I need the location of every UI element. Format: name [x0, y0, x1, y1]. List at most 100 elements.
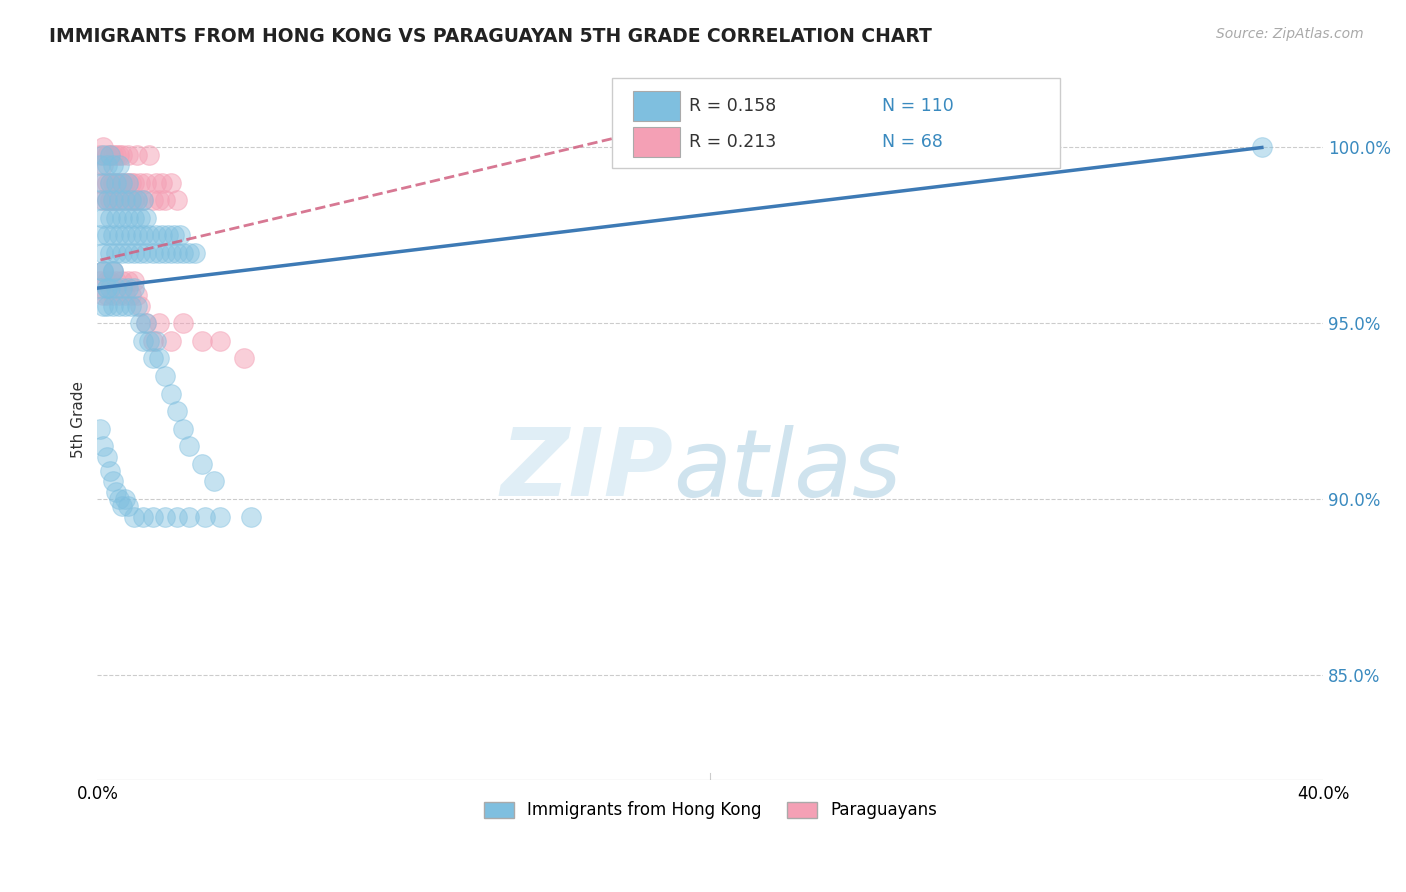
Point — [127, 288, 149, 302]
Point — [117, 147, 139, 161]
Point — [101, 158, 124, 172]
Point — [111, 147, 134, 161]
Point — [107, 193, 129, 207]
Text: Source: ZipAtlas.com: Source: ZipAtlas.com — [1216, 27, 1364, 41]
Point — [114, 176, 136, 190]
Y-axis label: 5th Grade: 5th Grade — [72, 382, 86, 458]
Point — [129, 211, 152, 225]
Point — [96, 147, 118, 161]
Point — [117, 499, 139, 513]
Point — [101, 263, 124, 277]
Point — [93, 211, 115, 225]
Point — [89, 228, 111, 243]
Point — [122, 211, 145, 225]
Point — [129, 316, 152, 330]
Point — [127, 228, 149, 243]
Point — [166, 509, 188, 524]
Point — [107, 158, 129, 172]
Point — [98, 274, 121, 288]
Point — [89, 422, 111, 436]
Point — [93, 147, 115, 161]
Point — [160, 386, 183, 401]
Point — [89, 147, 111, 161]
Point — [135, 246, 157, 260]
Point — [104, 274, 127, 288]
Point — [127, 299, 149, 313]
Point — [148, 193, 170, 207]
Point — [98, 246, 121, 260]
Text: IMMIGRANTS FROM HONG KONG VS PARAGUAYAN 5TH GRADE CORRELATION CHART: IMMIGRANTS FROM HONG KONG VS PARAGUAYAN … — [49, 27, 932, 45]
Point — [98, 147, 121, 161]
Point — [120, 228, 142, 243]
Point — [148, 246, 170, 260]
Point — [117, 274, 139, 288]
Point — [93, 176, 115, 190]
Point — [101, 176, 124, 190]
Point — [141, 509, 163, 524]
Point — [111, 246, 134, 260]
Point — [101, 228, 124, 243]
Point — [98, 464, 121, 478]
Point — [145, 334, 167, 348]
Point — [93, 439, 115, 453]
Point — [104, 281, 127, 295]
Point — [96, 299, 118, 313]
Bar — [633, 127, 679, 157]
Point — [138, 147, 160, 161]
Point — [117, 281, 139, 295]
Point — [107, 176, 129, 190]
Point — [111, 176, 134, 190]
Point — [127, 193, 149, 207]
Point — [114, 193, 136, 207]
Point — [98, 176, 121, 190]
Point — [141, 351, 163, 366]
Point — [101, 263, 124, 277]
Point — [153, 369, 176, 384]
Point — [107, 491, 129, 506]
Point — [111, 211, 134, 225]
Point — [117, 211, 139, 225]
Point — [101, 147, 124, 161]
Point — [96, 281, 118, 295]
Point — [153, 509, 176, 524]
FancyBboxPatch shape — [612, 78, 1060, 168]
Point — [184, 246, 207, 260]
Point — [141, 246, 163, 260]
Point — [122, 246, 145, 260]
Point — [153, 193, 176, 207]
Point — [96, 288, 118, 302]
Point — [111, 281, 134, 295]
Point — [114, 299, 136, 313]
Point — [104, 147, 127, 161]
Point — [101, 288, 124, 302]
Point — [166, 404, 188, 418]
Point — [93, 263, 115, 277]
Point — [98, 176, 121, 190]
Point — [96, 274, 118, 288]
Point — [93, 246, 115, 260]
Point — [138, 334, 160, 348]
Point — [132, 193, 155, 207]
Text: atlas: atlas — [673, 425, 901, 516]
Point — [117, 176, 139, 190]
Point — [135, 316, 157, 330]
Point — [93, 263, 115, 277]
Point — [89, 274, 111, 288]
Point — [96, 193, 118, 207]
Point — [132, 193, 155, 207]
Point — [239, 509, 262, 524]
Bar — [633, 91, 679, 120]
Point — [172, 422, 194, 436]
Point — [160, 176, 183, 190]
Point — [127, 147, 149, 161]
Point — [163, 228, 186, 243]
Point — [150, 176, 173, 190]
Point — [120, 299, 142, 313]
Point — [114, 228, 136, 243]
Point — [179, 509, 201, 524]
Point — [208, 334, 231, 348]
Point — [202, 475, 225, 489]
Point — [107, 228, 129, 243]
Point — [93, 263, 115, 277]
Point — [132, 334, 155, 348]
